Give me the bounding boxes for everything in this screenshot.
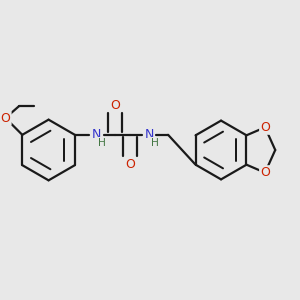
Text: H: H	[98, 138, 106, 148]
Text: O: O	[125, 158, 135, 171]
Text: N: N	[144, 128, 154, 141]
Text: O: O	[260, 166, 270, 179]
Text: O: O	[260, 121, 270, 134]
Text: O: O	[110, 99, 120, 112]
Text: O: O	[1, 112, 10, 125]
Text: H: H	[151, 138, 159, 148]
Text: N: N	[92, 128, 101, 141]
